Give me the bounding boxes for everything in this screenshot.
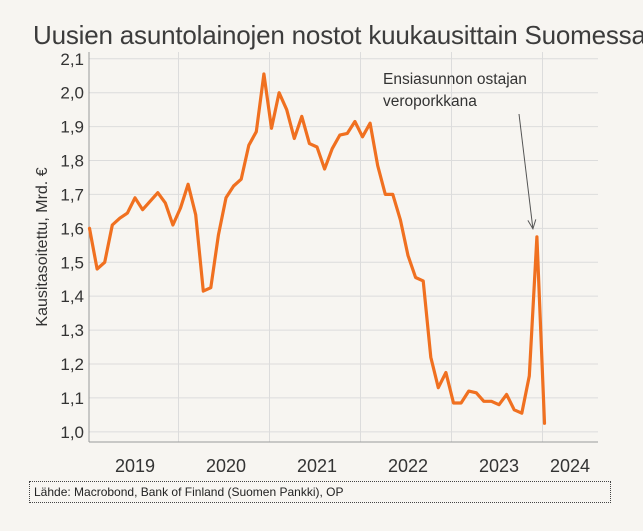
plot-area bbox=[89, 52, 598, 442]
y-tick-label: 1,9 bbox=[60, 118, 84, 137]
x-tick-label: 2022 bbox=[388, 456, 428, 476]
y-tick-label: 1,7 bbox=[60, 185, 84, 204]
x-tick-label: 2021 bbox=[297, 456, 337, 476]
y-axis-label: Kausitasoitettu, Mrd. € bbox=[34, 167, 51, 326]
y-tick-label: 1,8 bbox=[60, 152, 84, 171]
y-tick-label: 1,2 bbox=[60, 355, 84, 374]
y-tick-label: 1,0 bbox=[60, 423, 84, 442]
y-tick-label: 1,6 bbox=[60, 219, 84, 238]
x-tick-label: 2019 bbox=[115, 456, 155, 476]
x-tick-label: 2020 bbox=[206, 456, 246, 476]
y-tick-label: 1,5 bbox=[60, 253, 84, 272]
source-note: Lähde: Macrobond, Bank of Finland (Suome… bbox=[29, 481, 611, 503]
x-tick-label: 2023 bbox=[479, 456, 519, 476]
chart-title: Uusien asuntolainojen nostot kuukausitta… bbox=[33, 20, 643, 50]
annotation-text: veroporkkana bbox=[383, 93, 477, 110]
series-line bbox=[87, 72, 547, 425]
y-tick-label: 2,0 bbox=[60, 84, 84, 103]
annotation-arrowhead bbox=[527, 219, 537, 231]
x-tick-label: 2024 bbox=[550, 456, 590, 476]
y-tick-label: 1,4 bbox=[60, 287, 84, 306]
annotation-text: Ensiasunnon ostajan bbox=[383, 71, 527, 88]
y-tick-label: 1,1 bbox=[60, 389, 84, 408]
y-tick-label: 1,3 bbox=[60, 321, 84, 340]
annotation-arrow-line bbox=[518, 113, 534, 229]
y-tick-label: 2,1 bbox=[60, 50, 84, 69]
